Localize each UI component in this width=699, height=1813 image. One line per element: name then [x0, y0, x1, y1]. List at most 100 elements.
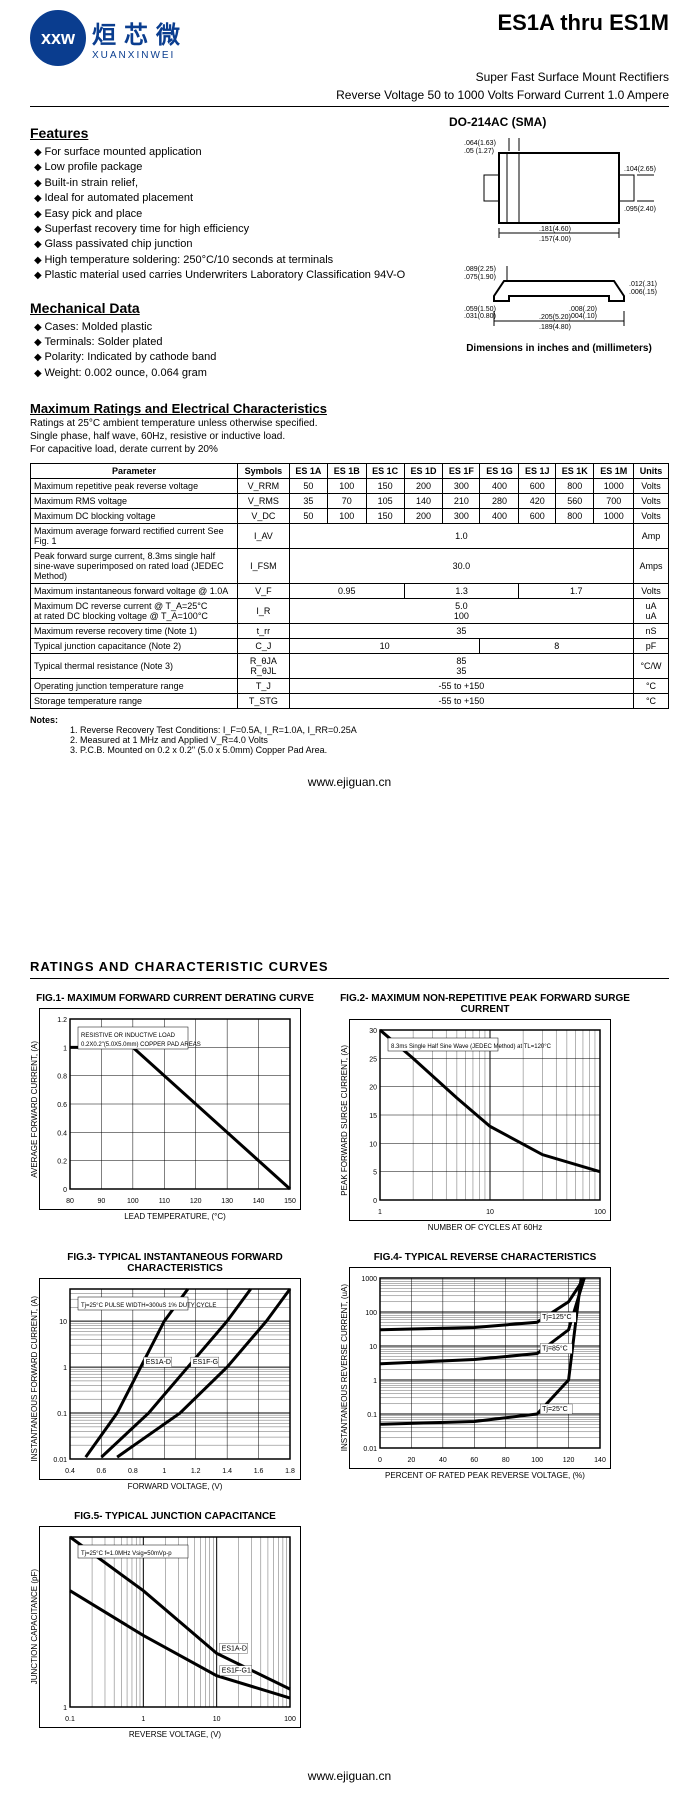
- svg-text:.104(2.65): .104(2.65): [624, 166, 656, 173]
- logo-en: XUANXINWEI: [92, 50, 188, 61]
- svg-text:100: 100: [531, 1457, 543, 1464]
- mechanical-title: Mechanical Data: [30, 300, 429, 316]
- svg-text:0.4: 0.4: [57, 1130, 67, 1137]
- svg-text:100: 100: [284, 1716, 296, 1723]
- svg-text:.205(5.20): .205(5.20): [539, 314, 571, 321]
- svg-text:1: 1: [162, 1468, 166, 1475]
- svg-text:0.01: 0.01: [53, 1457, 67, 1464]
- svg-text:15: 15: [369, 1113, 377, 1120]
- svg-text:25: 25: [369, 1056, 377, 1063]
- chart: FIG.3- TYPICAL INSTANTANEOUS FORWARD CHA…: [30, 1252, 320, 1491]
- svg-text:130: 130: [221, 1198, 233, 1205]
- svg-text:10: 10: [486, 1209, 494, 1216]
- table-header: Symbols: [238, 464, 290, 479]
- svg-text:.031(0.80): .031(0.80): [464, 313, 496, 320]
- svg-text:1: 1: [63, 1365, 67, 1372]
- svg-text:0.4: 0.4: [65, 1468, 75, 1475]
- feature-item: Low profile package: [34, 160, 429, 175]
- feature-item: Glass passivated chip junction: [34, 237, 429, 252]
- table-row: Operating junction temperature rangeT_J-…: [31, 679, 669, 694]
- svg-text:10: 10: [59, 1319, 67, 1326]
- feature-item: Plastic material used carries Underwrite…: [34, 268, 429, 283]
- svg-text:.181(4.60): .181(4.60): [539, 226, 571, 233]
- svg-text:0.1: 0.1: [367, 1412, 377, 1419]
- ratings-title: Maximum Ratings and Electrical Character…: [30, 401, 429, 416]
- svg-text:0.01: 0.01: [363, 1446, 377, 1453]
- svg-text:.089(2.25): .089(2.25): [464, 266, 496, 273]
- package-title: DO-214AC (SMA): [449, 115, 669, 129]
- svg-text:140: 140: [253, 1198, 265, 1205]
- svg-text:1.8: 1.8: [285, 1468, 295, 1475]
- svg-text:100: 100: [365, 1310, 377, 1317]
- table-header: ES 1K: [556, 464, 594, 479]
- svg-text:.006(.15): .006(.15): [629, 289, 657, 296]
- table-row: Peak forward surge current, 8.3ms single…: [31, 549, 669, 584]
- svg-text:1.4: 1.4: [222, 1468, 232, 1475]
- table-row: Maximum repetitive peak reverse voltageV…: [31, 479, 669, 494]
- svg-text:10: 10: [213, 1716, 221, 1723]
- curves-title: RATINGS AND CHARACTERISTIC CURVES: [30, 959, 669, 974]
- svg-text:1: 1: [141, 1716, 145, 1723]
- subtitle2: Reverse Voltage 50 to 1000 Volts Forward…: [30, 88, 669, 102]
- svg-text:Tj=25°C f=1.0MHz Vsig=50mVp-p: Tj=25°C f=1.0MHz Vsig=50mVp-p: [81, 1551, 172, 1557]
- svg-text:RESISTIVE OR INDUCTIVE LOAD: RESISTIVE OR INDUCTIVE LOAD: [81, 1033, 176, 1039]
- mechanical-item: Terminals: Solder plated: [34, 335, 429, 350]
- svg-text:1: 1: [63, 1045, 67, 1052]
- svg-text:150: 150: [284, 1198, 296, 1205]
- svg-text:1.6: 1.6: [254, 1468, 264, 1475]
- ratings-sub2: Single phase, half wave, 60Hz, resistive…: [30, 431, 429, 442]
- svg-text:10: 10: [369, 1141, 377, 1148]
- table-header: ES 1F: [443, 464, 480, 479]
- feature-item: For surface mounted application: [34, 145, 429, 160]
- footer-url: www.ejiguan.cn: [30, 775, 669, 789]
- table-header: ES 1G: [480, 464, 519, 479]
- svg-text:120: 120: [190, 1198, 202, 1205]
- svg-text:.075(1.90): .075(1.90): [464, 274, 496, 281]
- table-row: Maximum instantaneous forward voltage @ …: [31, 584, 669, 599]
- svg-text:90: 90: [98, 1198, 106, 1205]
- svg-text:0: 0: [373, 1198, 377, 1205]
- svg-text:.004(.10): .004(.10): [569, 313, 597, 320]
- svg-text:20: 20: [369, 1085, 377, 1092]
- features-title: Features: [30, 125, 429, 141]
- svg-text:0.6: 0.6: [97, 1468, 107, 1475]
- footer-url-2: www.ejiguan.cn: [30, 1769, 669, 1783]
- logo-mark: xxw: [30, 10, 86, 66]
- table-row: Maximum RMS voltageV_RMS3570105140210280…: [31, 494, 669, 509]
- svg-text:.05 (1.27): .05 (1.27): [464, 148, 494, 155]
- dimensions-note: Dimensions in inches and (millimeters): [449, 343, 669, 354]
- table-header: ES 1A: [289, 464, 327, 479]
- svg-text:140: 140: [594, 1457, 606, 1464]
- table-header: ES 1C: [366, 464, 404, 479]
- svg-text:1: 1: [378, 1209, 382, 1216]
- svg-text:1.2: 1.2: [57, 1017, 67, 1024]
- page-title: ES1A thru ES1M: [497, 10, 669, 36]
- svg-text:100: 100: [127, 1198, 139, 1205]
- package-drawing-side: .089(2.25).075(1.90) .012(.31).006(.15) …: [459, 256, 659, 336]
- svg-text:80: 80: [66, 1198, 74, 1205]
- svg-text:Tj=125°C: Tj=125°C: [542, 1313, 571, 1321]
- feature-item: Superfast recovery time for high efficie…: [34, 222, 429, 237]
- table-header: ES 1J: [519, 464, 556, 479]
- mechanical-item: Cases: Molded plastic: [34, 320, 429, 335]
- svg-text:0.2X0.2"(5.0X5.0mm) COPPER PAD: 0.2X0.2"(5.0X5.0mm) COPPER PAD AREAS: [81, 1042, 201, 1048]
- ratings-sub3: For capacitive load, derate current by 2…: [30, 444, 429, 455]
- feature-item: Ideal for automated placement: [34, 191, 429, 206]
- table-header: ES 1M: [594, 464, 634, 479]
- chart: FIG.5- TYPICAL JUNCTION CAPACITANCEJUNCT…: [30, 1511, 320, 1739]
- features-list: For surface mounted applicationLow profi…: [30, 145, 429, 284]
- chart: FIG.2- MAXIMUM NON-REPETITIVE PEAK FORWA…: [340, 993, 630, 1232]
- svg-text:.008(.20): .008(.20): [569, 306, 597, 313]
- table-row: Typical junction capacitance (Note 2)C_J…: [31, 639, 669, 654]
- svg-text:120: 120: [563, 1457, 575, 1464]
- ratings-sub1: Ratings at 25°C ambient temperature unle…: [30, 418, 429, 429]
- svg-text:20: 20: [408, 1457, 416, 1464]
- mechanical-item: Polarity: Indicated by cathode band: [34, 350, 429, 365]
- svg-text:1.2: 1.2: [191, 1468, 201, 1475]
- svg-text:ES1F-G1: ES1F-G1: [222, 1668, 251, 1675]
- svg-text:110: 110: [159, 1198, 170, 1205]
- feature-item: Easy pick and place: [34, 207, 429, 222]
- table-row: Maximum average forward rectified curren…: [31, 524, 669, 549]
- table-row: Storage temperature rangeT_STG-55 to +15…: [31, 694, 669, 709]
- table-header: Parameter: [31, 464, 238, 479]
